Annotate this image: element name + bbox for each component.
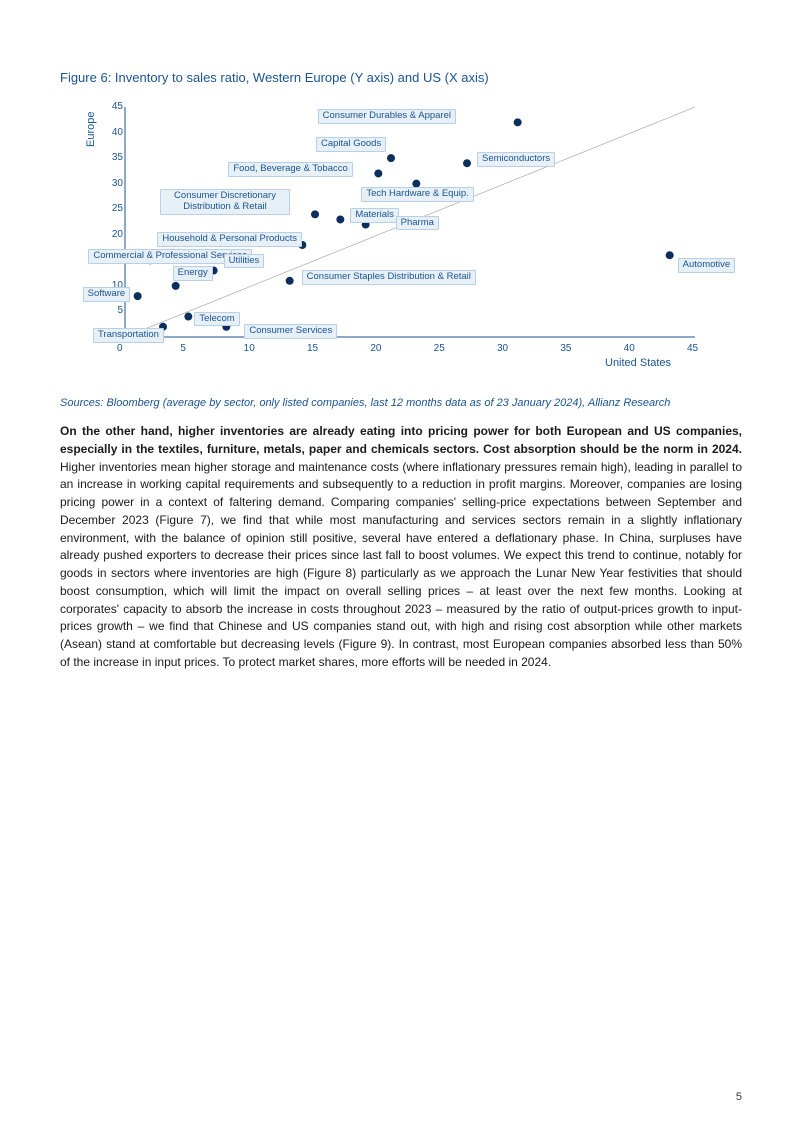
point-label: Transportation xyxy=(93,328,164,343)
y-tick-label: 45 xyxy=(99,101,123,112)
x-tick-label: 45 xyxy=(687,343,698,354)
point-label: Consumer Services xyxy=(244,324,337,339)
point-label: Consumer Durables & Apparel xyxy=(318,109,456,124)
point-label: Semiconductors xyxy=(477,152,555,167)
point-label: Consumer DiscretionaryDistribution & Ret… xyxy=(160,189,290,215)
point-label: Consumer Staples Distribution & Retail xyxy=(302,270,476,285)
y-tick-label: 25 xyxy=(99,203,123,214)
data-point xyxy=(387,154,395,162)
point-label: Food, Beverage & Tobacco xyxy=(228,162,352,177)
data-point xyxy=(311,210,319,218)
body-rest: Higher inventories mean higher storage a… xyxy=(60,460,742,669)
point-label: Capital Goods xyxy=(316,137,386,152)
data-point xyxy=(374,169,382,177)
y-tick-label: 35 xyxy=(99,152,123,163)
point-label: Tech Hardware & Equip. xyxy=(361,187,473,202)
data-point xyxy=(134,292,142,300)
y-tick-label: 5 xyxy=(99,305,123,316)
x-tick-label: 35 xyxy=(560,343,571,354)
sources-caption: Sources: Bloomberg (average by sector, o… xyxy=(60,397,742,409)
y-tick-label: 40 xyxy=(99,127,123,138)
data-point xyxy=(172,282,180,290)
x-tick-label: 25 xyxy=(434,343,445,354)
point-label: Automotive xyxy=(678,258,736,273)
data-point xyxy=(463,159,471,167)
body-paragraph: On the other hand, higher inventories ar… xyxy=(60,423,742,672)
point-label: Software xyxy=(83,287,131,302)
x-tick-label: 15 xyxy=(307,343,318,354)
x-tick-label: 0 xyxy=(117,343,123,354)
point-label: Materials xyxy=(350,208,399,223)
point-label: Energy xyxy=(173,266,213,281)
x-tick-label: 30 xyxy=(497,343,508,354)
figure-title: Figure 6: Inventory to sales ratio, West… xyxy=(60,70,742,85)
point-label: Utilities xyxy=(224,254,265,269)
x-axis-label: United States xyxy=(605,357,671,369)
body-lead: On the other hand, higher inventories ar… xyxy=(60,424,742,456)
point-label: Pharma xyxy=(396,216,439,231)
y-tick-label: 20 xyxy=(99,229,123,240)
x-tick-label: 40 xyxy=(624,343,635,354)
page: Figure 6: Inventory to sales ratio, West… xyxy=(0,0,802,1133)
scatter-chart: 051015202530354045051015202530354045Euro… xyxy=(70,97,710,377)
data-point xyxy=(184,313,192,321)
data-point xyxy=(286,277,294,285)
y-axis-label: Europe xyxy=(85,112,97,147)
data-point xyxy=(336,215,344,223)
page-number: 5 xyxy=(736,1091,742,1103)
point-label: Telecom xyxy=(194,312,239,327)
x-tick-label: 10 xyxy=(244,343,255,354)
data-point xyxy=(666,251,674,259)
point-label: Household & Personal Products xyxy=(157,232,302,247)
data-point xyxy=(514,118,522,126)
x-tick-label: 5 xyxy=(180,343,186,354)
y-tick-label: 30 xyxy=(99,178,123,189)
x-tick-label: 20 xyxy=(370,343,381,354)
